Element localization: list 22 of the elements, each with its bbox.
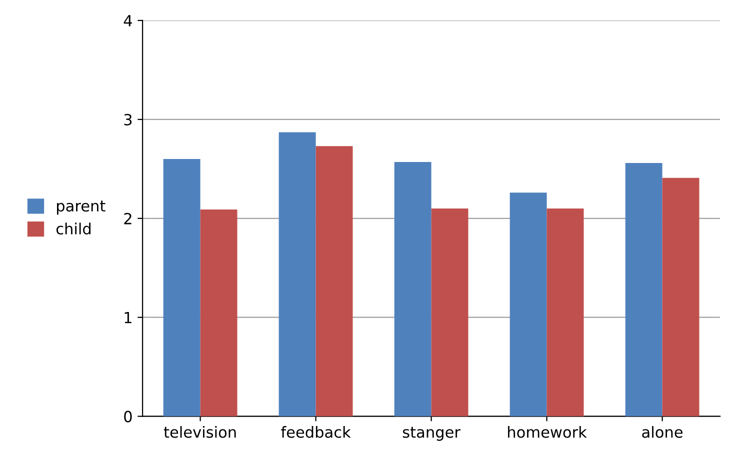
x-tick-label: alone xyxy=(642,426,682,438)
x-tick-label: television xyxy=(164,426,236,438)
bar xyxy=(200,209,238,416)
bar xyxy=(163,159,200,416)
x-tick-label: feedback xyxy=(281,426,351,438)
bar xyxy=(278,132,316,416)
bar xyxy=(394,162,432,416)
y-tick-label: 1 xyxy=(124,312,132,324)
x-tick-label: homework xyxy=(508,426,587,438)
bar xyxy=(510,192,547,416)
bar xyxy=(662,178,700,416)
bar xyxy=(316,146,353,416)
bar xyxy=(431,208,468,416)
y-tick-label: 4 xyxy=(124,15,132,26)
x-tick-label: stanger xyxy=(402,426,460,441)
legend-label: parent xyxy=(57,200,106,215)
bar xyxy=(546,208,584,416)
bar xyxy=(625,162,662,416)
legend-label: child xyxy=(56,222,91,235)
y-tick-label: 2 xyxy=(124,212,132,224)
y-tick-label: 0 xyxy=(124,410,132,422)
y-tick-label: 3 xyxy=(124,114,132,126)
